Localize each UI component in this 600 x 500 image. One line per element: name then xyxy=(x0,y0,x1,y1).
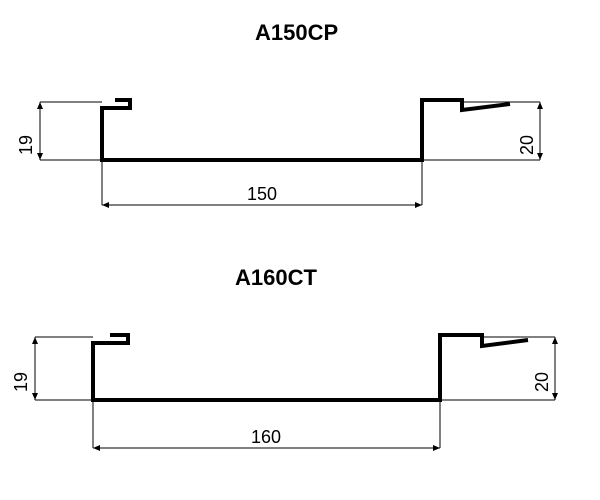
dimension-label: 160 xyxy=(251,427,281,447)
dimension-right-20: 20 xyxy=(422,102,543,160)
profile-title: A150CP xyxy=(255,20,338,45)
profile-outline xyxy=(93,335,528,400)
dimension-bottom-160: 160 xyxy=(93,400,440,451)
profile-a150cp: A150CP 19 150 20 xyxy=(16,20,543,208)
dimension-label: 19 xyxy=(11,372,31,392)
dimension-left-19: 19 xyxy=(16,102,102,160)
dimension-left-19-b: 19 xyxy=(11,337,93,400)
dimension-right-20-b: 20 xyxy=(440,337,558,400)
profile-a160ct: A160CT 19 160 20 xyxy=(11,265,558,451)
dimension-label: 150 xyxy=(247,184,277,204)
profile-outline xyxy=(102,100,510,160)
dimension-bottom-150: 150 xyxy=(102,160,422,208)
dimension-label: 20 xyxy=(517,135,537,155)
dimension-label: 19 xyxy=(16,135,36,155)
profile-title: A160CT xyxy=(235,265,317,290)
technical-drawing: A150CP 19 150 20 A160CT 19 160 20 xyxy=(0,0,600,500)
dimension-label: 20 xyxy=(532,372,552,392)
